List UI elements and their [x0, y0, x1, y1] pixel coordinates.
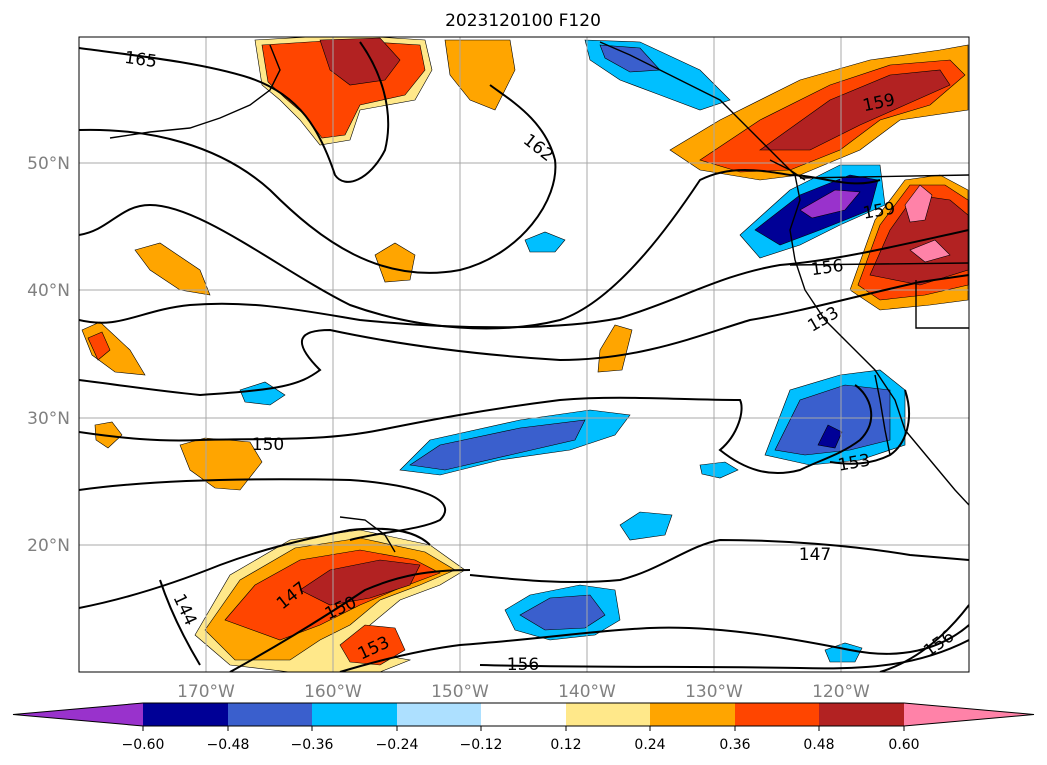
- colorbar-tick-label: −0.60: [122, 737, 165, 753]
- warm-region-great-basin-peak: [904, 184, 933, 223]
- contour-150-south: [229, 569, 471, 672]
- lon-tick-label: 130°W: [685, 682, 743, 702]
- warm-spot-west-35n-core: [87, 331, 111, 361]
- colorbar-tick-label: 0.12: [550, 737, 581, 753]
- height-contours: [79, 41, 969, 672]
- contour-label: 156: [507, 655, 539, 675]
- cold-region-subtropical-band-core: [409, 419, 586, 471]
- colorbar-bin: [735, 703, 819, 726]
- latitude-labels: 20°N 30°N 40°N 50°N: [27, 154, 70, 556]
- colorbar-bin: [397, 703, 481, 726]
- contour-144: [159, 579, 201, 666]
- colorbar: −0.60 −0.48 −0.36 −0.24 −0.12 0.12 0.24 …: [12, 702, 1035, 753]
- coastline-baja: [874, 374, 891, 456]
- contour-156: [79, 229, 969, 329]
- coastline-aleutians: [109, 44, 281, 139]
- cold-spot-hawaii-north: [524, 231, 566, 253]
- coastline-hawaii: [339, 516, 396, 553]
- contour-153-baja: [829, 389, 910, 465]
- figure-title: 2023120100 F120: [445, 11, 601, 31]
- coastline-canada-us-border: [799, 174, 969, 179]
- colorbar-bin: [312, 703, 397, 726]
- coastlines: [109, 41, 969, 553]
- contour-label: 165: [123, 48, 158, 72]
- cold-region-baja-min: [817, 424, 843, 449]
- contour-147-east: [469, 538, 969, 584]
- colorbar-bin: [143, 703, 228, 726]
- warm-region-bc-coast-max: [759, 69, 951, 151]
- map-panel: 165 162 159 159 156 153 150 150 147 147 …: [78, 36, 970, 675]
- warm-region-gulf: [444, 39, 516, 111]
- lat-tick-label: 20°N: [27, 536, 70, 556]
- warm-spot-30n-central: [597, 324, 633, 373]
- state-border-or-ca: [789, 262, 969, 266]
- lon-tick-label: 140°W: [558, 682, 616, 702]
- warm-spot-west-40n: [134, 242, 211, 296]
- lat-tick-label: 30°N: [27, 409, 70, 429]
- coastline-west-coast: [789, 174, 969, 506]
- contour-156-south: [479, 639, 969, 670]
- cold-region-oregon-min: [799, 189, 861, 219]
- colorbar-bin: [481, 703, 566, 726]
- contour-150: [79, 384, 873, 474]
- warm-spot-175w-28n: [179, 437, 263, 491]
- colorbar-tick-label: −0.24: [376, 737, 419, 753]
- colorbar-tick-label: −0.48: [207, 737, 250, 753]
- lat-tick-label: 40°N: [27, 281, 70, 301]
- warm-region-north-pacific-max: [319, 37, 401, 86]
- colorbar-over-triangle: [904, 703, 1034, 726]
- colorbar-tick-label: 0.48: [803, 737, 834, 753]
- colorbar-tick-label: 0.36: [719, 737, 750, 753]
- colorbar-tick-label: −0.12: [460, 737, 503, 753]
- warm-spot-hawaii-north: [374, 242, 416, 283]
- warm-region-great-basin-max: [869, 194, 969, 286]
- colorbar-tick-label: 0.24: [634, 737, 665, 753]
- colorbar-bin: [228, 703, 312, 726]
- coastline-alaska: [599, 41, 796, 176]
- colorbar-ticks: [142, 726, 905, 731]
- colorbar-under-triangle: [13, 703, 143, 726]
- contour-165: [79, 41, 390, 183]
- contour-153: [79, 274, 969, 397]
- warm-region-great-basin-peak-2: [909, 239, 951, 263]
- lat-tick-label: 50°N: [27, 154, 70, 174]
- contour-label: 147: [799, 545, 831, 565]
- colorbar-bin: [650, 703, 735, 726]
- map-frame: [78, 36, 970, 673]
- lon-tick-label: 120°W: [812, 682, 870, 702]
- colorbar-bin: [819, 703, 904, 726]
- lon-tick-label: 170°W: [177, 682, 235, 702]
- warm-spot-south-157w: [339, 624, 406, 666]
- shaded-field: [81, 37, 969, 672]
- cold-spot-128w-27n: [699, 461, 739, 479]
- cold-spot-140w-20n: [619, 511, 673, 541]
- contour-153-south: [339, 624, 969, 672]
- colorbar-bin: [566, 703, 650, 726]
- lon-tick-label: 160°W: [304, 682, 362, 702]
- cold-region-alaska-core: [599, 44, 661, 73]
- lon-tick-label: 150°W: [431, 682, 489, 702]
- contour-147: [79, 527, 431, 609]
- coastline-vancouver-island: [769, 159, 806, 181]
- contour-159: [79, 169, 881, 330]
- contour-label: 150: [252, 435, 284, 455]
- state-border-ca-nv: [915, 280, 969, 329]
- contour-147-upper: [79, 478, 447, 541]
- colorbar-tick-label: −0.36: [291, 737, 334, 753]
- cold-region-south-145w-core: [519, 594, 606, 631]
- colorbar-tick-label: 0.60: [888, 737, 919, 753]
- longitude-labels: 170°W 160°W 150°W 140°W 130°W 120°W: [177, 682, 870, 702]
- contour-162: [79, 84, 557, 274]
- contour-label: 156: [810, 256, 845, 280]
- contour-159-south: [879, 604, 969, 672]
